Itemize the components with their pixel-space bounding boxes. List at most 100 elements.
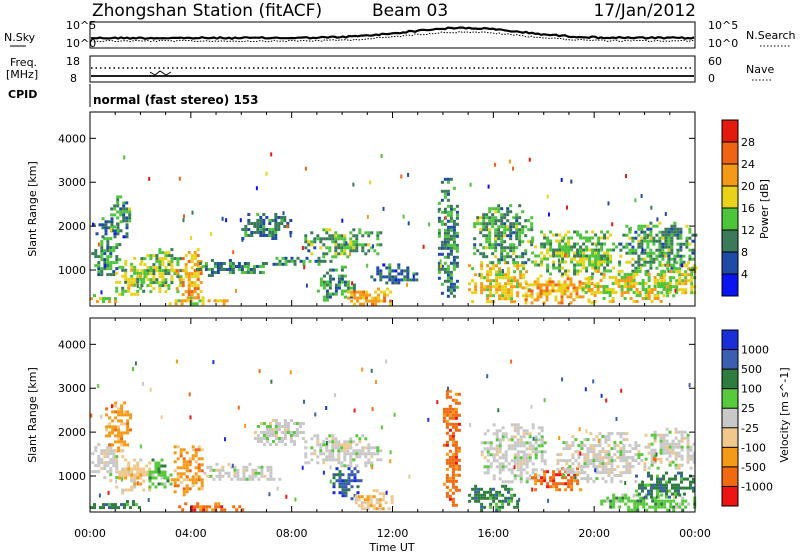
data-cell xyxy=(352,283,356,287)
time-axis: 00:00 04:00 08:00 12:00 16:00 20:00 00:00 xyxy=(74,527,711,540)
data-cell xyxy=(170,266,174,270)
data-cell xyxy=(195,296,199,300)
data-cell xyxy=(634,236,638,240)
data-cell xyxy=(247,234,251,237)
data-cell xyxy=(558,242,562,246)
data-cell xyxy=(498,276,502,280)
data-cell xyxy=(218,477,222,481)
data-cell xyxy=(337,461,341,465)
data-cell xyxy=(179,451,183,455)
data-cell xyxy=(412,278,416,282)
data-cell xyxy=(347,476,351,480)
data-cell xyxy=(643,239,647,243)
data-cell xyxy=(451,461,455,465)
data-cell xyxy=(516,423,520,427)
data-cell xyxy=(256,231,260,234)
data-cell xyxy=(650,291,654,294)
data-cell xyxy=(440,267,444,271)
data-cell xyxy=(500,216,504,220)
data-cell xyxy=(594,251,598,255)
data-cell xyxy=(201,265,205,268)
data-cell xyxy=(449,216,453,220)
data-cell xyxy=(573,263,577,267)
data-cell xyxy=(527,219,531,223)
data-cell xyxy=(663,499,667,503)
data-cell xyxy=(164,290,168,294)
data-cell xyxy=(160,458,164,462)
data-cell xyxy=(628,242,632,246)
data-cell xyxy=(649,266,653,270)
data-cell xyxy=(503,213,507,217)
data-cell xyxy=(534,453,538,457)
colorbar-tick-label: -500 xyxy=(741,461,766,474)
data-cell xyxy=(510,471,514,475)
data-cell xyxy=(522,294,526,298)
data-cell xyxy=(133,280,137,284)
data-cell xyxy=(334,246,338,250)
data-cell xyxy=(640,263,644,267)
data-cell xyxy=(126,503,129,507)
data-cell xyxy=(683,492,686,496)
data-cell xyxy=(659,489,662,493)
data-cell xyxy=(607,201,610,206)
data-cell xyxy=(622,438,626,442)
data-cell xyxy=(253,225,257,228)
data-cell xyxy=(94,252,98,256)
data-cell xyxy=(283,428,287,431)
data-cell xyxy=(328,458,332,462)
data-cell xyxy=(111,503,114,507)
data-cell xyxy=(390,495,394,499)
data-cell xyxy=(220,505,224,509)
data-cell xyxy=(446,213,450,217)
y-tick-label: 4000 xyxy=(58,132,86,145)
data-cell xyxy=(555,485,559,489)
data-cell xyxy=(617,279,621,282)
data-cell xyxy=(196,293,200,297)
data-cell xyxy=(671,442,675,446)
data-cell xyxy=(328,277,332,281)
data-cell xyxy=(269,477,273,481)
data-cell xyxy=(509,249,513,253)
data-cell xyxy=(498,471,502,475)
data-cell xyxy=(190,505,194,509)
data-cell xyxy=(474,484,478,488)
data-cell xyxy=(376,243,380,247)
data-cell xyxy=(691,257,695,261)
data-cell xyxy=(115,485,119,489)
colorbar-swatch xyxy=(722,120,738,142)
data-cell xyxy=(113,235,117,239)
data-cell xyxy=(452,186,456,190)
data-cell xyxy=(600,242,604,246)
data-cell xyxy=(536,295,540,299)
data-cell xyxy=(253,222,257,225)
data-cell xyxy=(152,287,156,291)
data-cell xyxy=(370,368,373,373)
data-cell xyxy=(512,225,516,229)
data-cell xyxy=(549,230,553,234)
data-cell xyxy=(504,484,508,488)
data-cell xyxy=(510,285,514,289)
data-cell xyxy=(193,275,197,279)
data-cell xyxy=(383,299,387,303)
data-cell xyxy=(686,486,689,490)
data-cell xyxy=(457,464,461,468)
data-cell xyxy=(671,492,674,496)
data-cell xyxy=(133,268,137,272)
data-cell xyxy=(106,267,110,271)
data-cell xyxy=(344,491,348,495)
data-cell xyxy=(455,279,459,283)
data-cell xyxy=(213,262,217,265)
data-cell xyxy=(242,474,246,478)
data-cell xyxy=(360,507,364,511)
data-cell xyxy=(110,213,114,217)
data-cell xyxy=(540,468,544,472)
x-tick-label: 00:00 xyxy=(74,527,106,540)
data-cell xyxy=(678,502,682,506)
data-cell xyxy=(503,258,507,262)
data-cell xyxy=(221,474,225,478)
data-cell xyxy=(100,267,104,271)
data-cell xyxy=(111,431,115,435)
data-cell xyxy=(158,251,162,255)
data-cell xyxy=(614,279,618,282)
data-cell xyxy=(317,256,321,260)
